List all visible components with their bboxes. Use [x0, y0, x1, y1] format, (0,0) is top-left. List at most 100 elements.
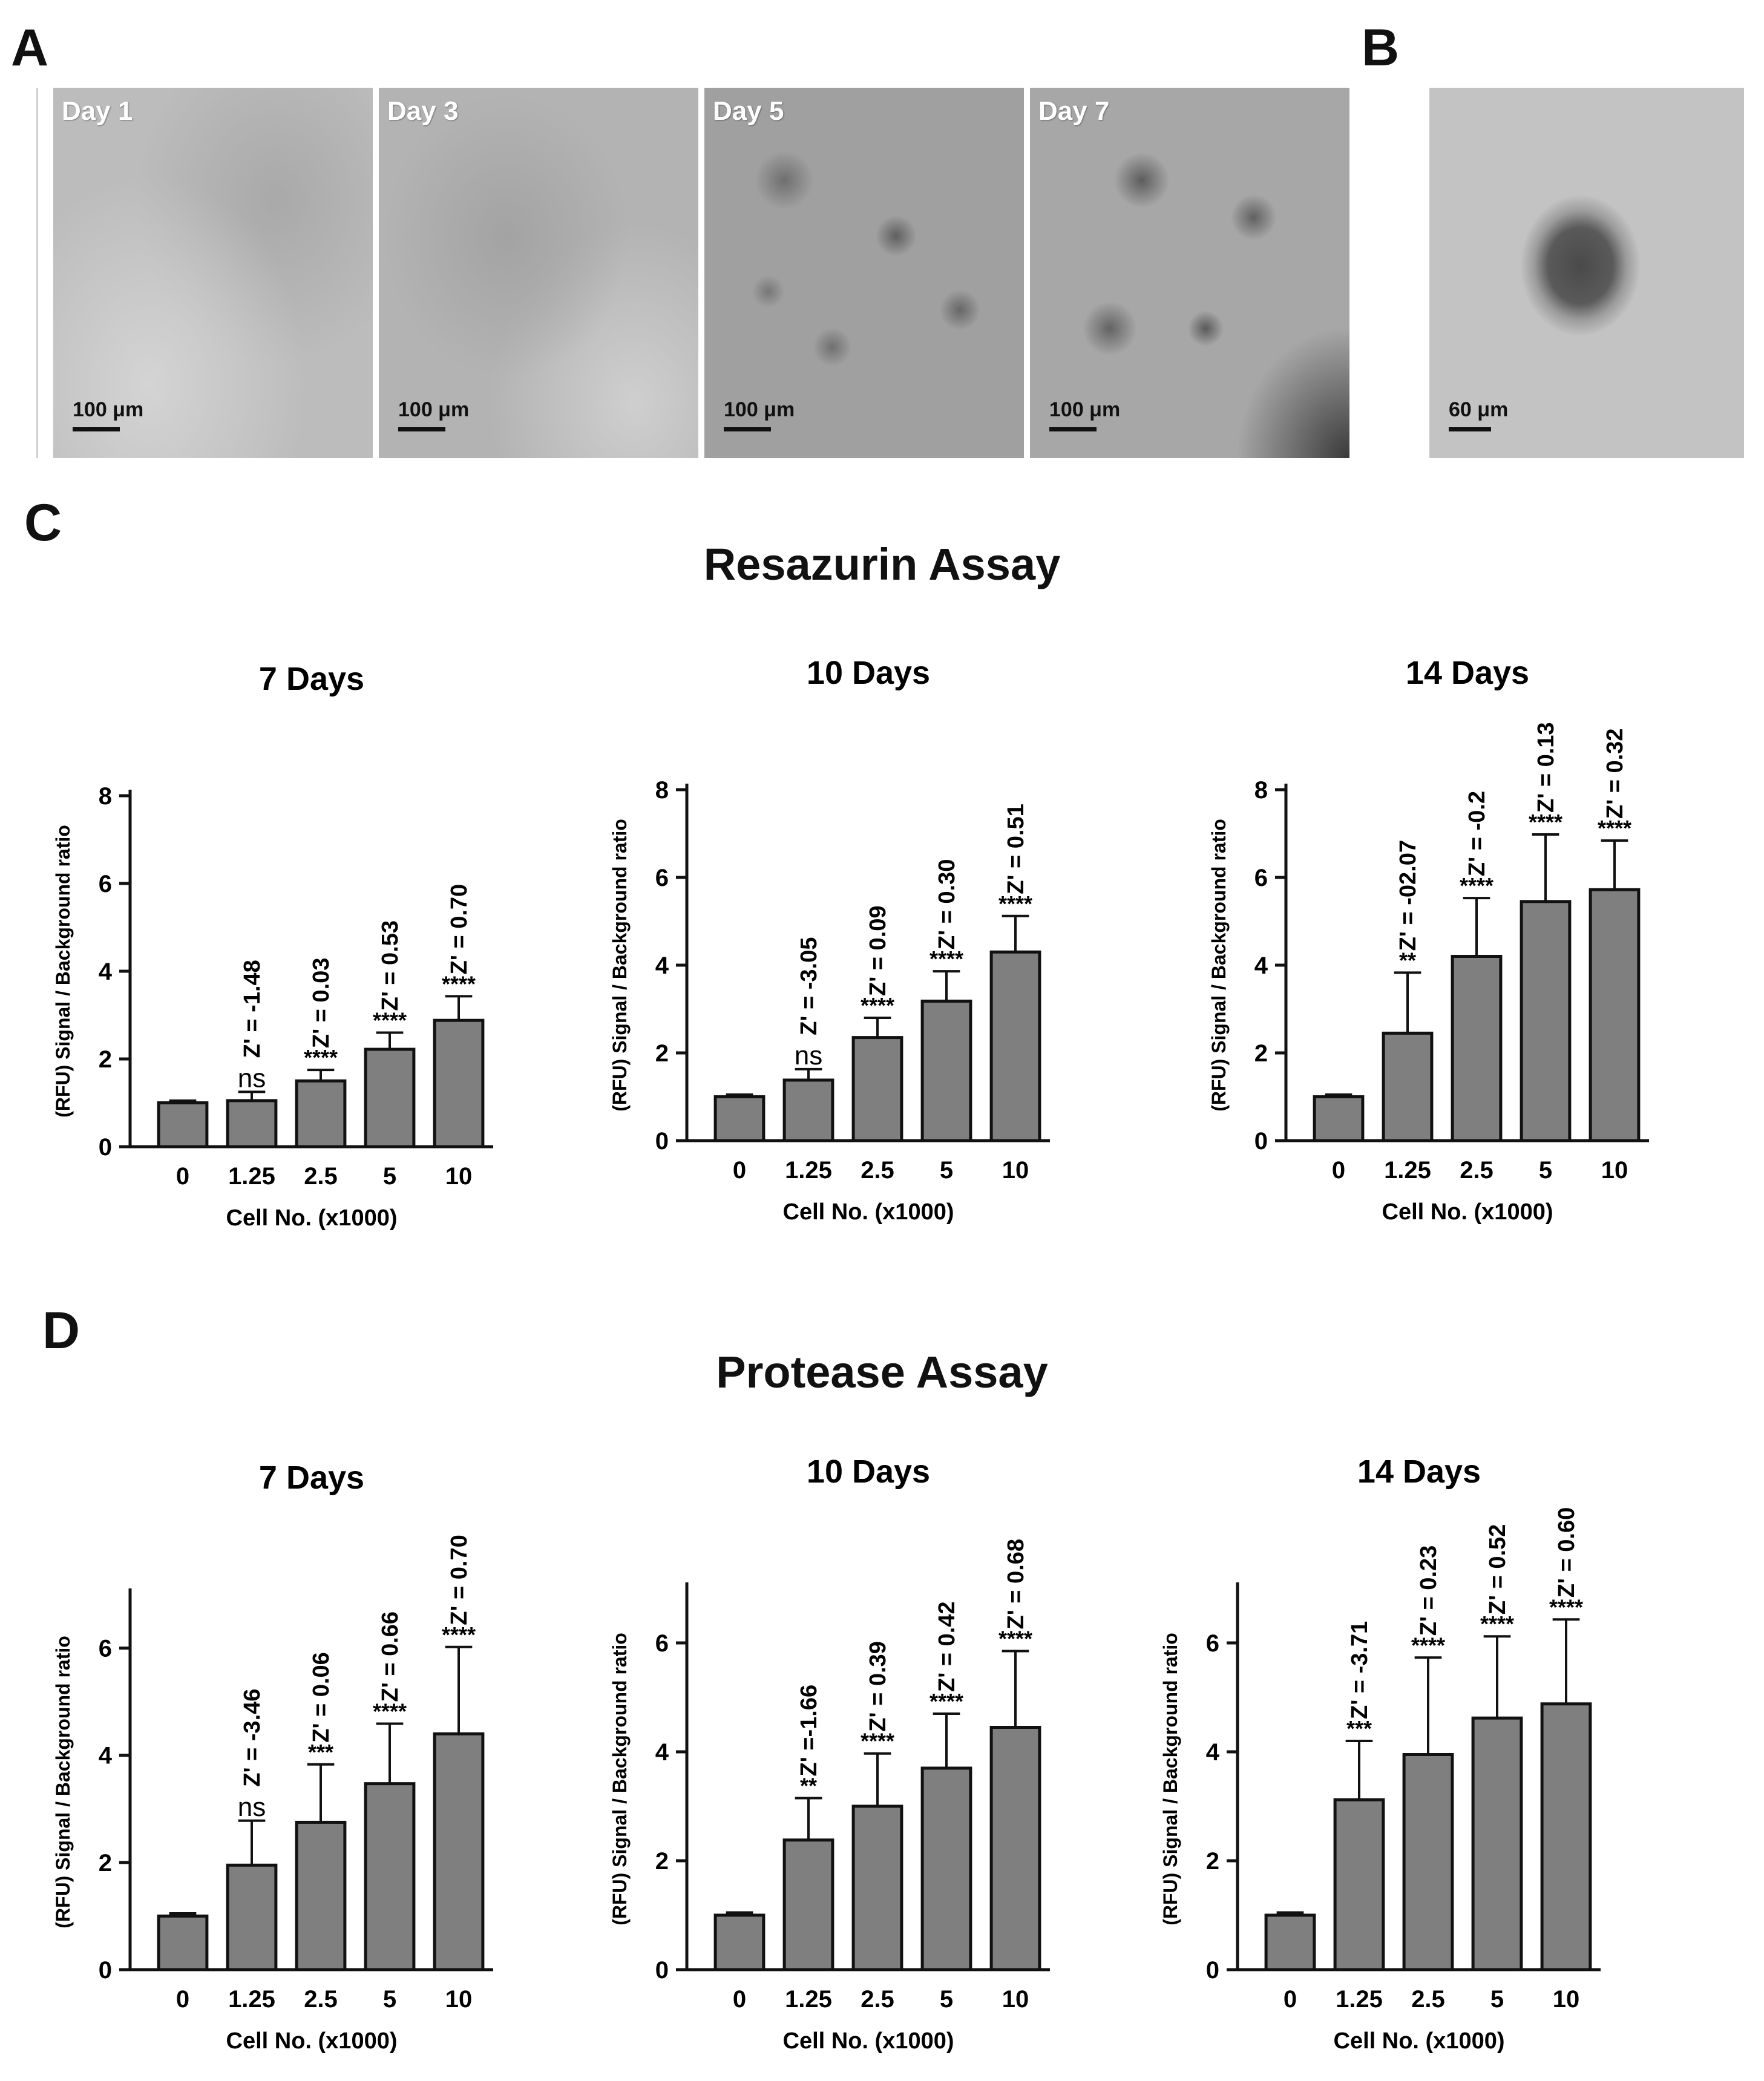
chart-title: 14 Days — [1357, 1453, 1481, 1490]
scale-bar — [1049, 427, 1097, 431]
chart-title: 14 Days — [1406, 655, 1529, 691]
x-axis-label: Cell No. (x1000) — [226, 1205, 398, 1231]
chart-title: 7 Days — [259, 661, 364, 697]
significance-label: ** — [1399, 948, 1416, 972]
significance-label: ns — [795, 1041, 822, 1070]
x-tick-label: 1.25 — [228, 1986, 275, 2013]
y-tick-label: 2 — [1206, 1848, 1219, 1875]
x-axis-label: Cell No. (x1000) — [783, 2028, 954, 2054]
y-tick-label: 2 — [655, 1848, 669, 1875]
x-tick-label: 5 — [383, 1986, 396, 2013]
y-tick-label: 6 — [655, 1630, 669, 1657]
y-tick-label: 0 — [99, 1134, 112, 1161]
y-tick-label: 4 — [655, 1739, 669, 1766]
chart-title: 10 Days — [807, 1453, 930, 1490]
protease-10-days-chart: 10 Days 0 2 4 6 (RFU) Signal / Background rat… — [609, 1453, 1050, 2054]
z-prime-label: Z' = 0.66 — [378, 1611, 403, 1702]
panel-a-divider — [36, 88, 38, 458]
z-prime-label: Z' = 0.70 — [447, 1535, 472, 1625]
bar — [713, 1095, 766, 1142]
y-tick-label: 6 — [99, 871, 112, 897]
y-tick-label: 6 — [655, 865, 669, 891]
z-prime-label: Z' = 0.60 — [1554, 1507, 1579, 1598]
x-tick-label: 5 — [1490, 1986, 1504, 2013]
x-tick-label: 1.25 — [228, 1163, 275, 1190]
x-tick-label: 10 — [1601, 1157, 1628, 1184]
bar — [851, 1036, 903, 1142]
y-tick-label: 8 — [655, 777, 669, 804]
x-tick-label: 0 — [1332, 1157, 1345, 1184]
x-axis-label: Cell No. (x1000) — [1382, 1199, 1553, 1225]
bar — [989, 1726, 1041, 1971]
significance-label: **** — [998, 1627, 1032, 1651]
z-prime-label: Z' = 0.39 — [865, 1641, 891, 1732]
y-tick-label: 0 — [99, 1957, 112, 1984]
x-tick-label: 5 — [383, 1163, 396, 1190]
x-axis-label: Cell No. (x1000) — [226, 2028, 398, 2054]
significance-label: ns — [238, 1792, 266, 1822]
z-prime-label: Z' = 0.09 — [865, 905, 891, 996]
significance-label: **** — [442, 971, 476, 996]
z-prime-label: Z' = -3.05 — [796, 937, 822, 1035]
panel-letter-c: C — [24, 494, 62, 552]
x-tick-label: 1.25 — [785, 1986, 832, 2013]
resazurin-10-days-chart: 10 Days 0 2 4 6 8 (RFU) Signal / Background ra… — [609, 655, 1050, 1225]
significance-label: **** — [442, 1622, 476, 1647]
x-tick-label: 10 — [445, 1986, 473, 2013]
protease-14-days-chart: 14 Days 0 2 4 6 (RFU) Signal / Background rat… — [1159, 1453, 1601, 2054]
x-tick-label: 5 — [940, 1157, 953, 1184]
scale-bar — [1449, 427, 1491, 431]
bar — [782, 1838, 834, 1971]
z-prime-label: Z' = 0.13 — [1533, 722, 1559, 813]
y-tick-label: 2 — [1254, 1040, 1268, 1067]
x-tick-label: 2.5 — [1460, 1157, 1493, 1184]
z-prime-label: Z' = -02.07 — [1395, 840, 1421, 951]
bar — [433, 1732, 485, 1971]
significance-label: **** — [304, 1045, 338, 1070]
y-tick-label: 8 — [99, 783, 112, 810]
y-tick-label: 6 — [1206, 1630, 1219, 1657]
bar — [1451, 955, 1503, 1142]
bar — [157, 1101, 209, 1149]
y-tick-label: 4 — [655, 952, 669, 979]
chart-title: 10 Days — [807, 655, 930, 691]
x-tick-label: 2.5 — [861, 1986, 894, 2013]
z-prime-label: Z' = 0.03 — [309, 958, 334, 1049]
bar — [433, 1018, 485, 1149]
chart-title: 7 Days — [259, 1460, 364, 1496]
significance-label: **** — [1529, 810, 1562, 834]
bar — [1333, 1798, 1385, 1971]
x-tick-label: 1.25 — [785, 1157, 832, 1184]
bar — [295, 1079, 347, 1149]
bar — [1313, 1095, 1365, 1142]
micrograph-day-label: Day 1 — [62, 96, 133, 126]
significance-label: **** — [861, 1729, 894, 1754]
scale-bar — [398, 427, 445, 431]
bar — [1471, 1716, 1523, 1971]
x-tick-label: 2.5 — [1411, 1986, 1445, 2013]
significance-label: **** — [930, 946, 963, 971]
bar — [1264, 1913, 1316, 1971]
x-tick-label: 10 — [1553, 1986, 1580, 2013]
significance-label: **** — [373, 1008, 407, 1033]
x-tick-label: 10 — [445, 1163, 473, 1190]
z-prime-label: Z' = 0.32 — [1602, 729, 1628, 819]
x-tick-label: 1.25 — [1384, 1157, 1431, 1184]
x-tick-label: 0 — [176, 1986, 189, 2013]
bar — [364, 1047, 416, 1149]
z-prime-label: Z' =-1.66 — [796, 1685, 822, 1777]
x-tick-label: 1.25 — [1336, 1986, 1383, 2013]
x-tick-label: 10 — [1002, 1157, 1029, 1184]
panel-letter-a: A — [11, 19, 49, 77]
bar — [157, 1914, 209, 1971]
x-tick-label: 10 — [1002, 1986, 1029, 2013]
x-tick-label: 0 — [176, 1163, 189, 1190]
resazurin-assay-title: Resazurin Assay — [703, 539, 1061, 589]
scale-bar — [73, 427, 120, 431]
scale-bar-label: 60 μm — [1449, 398, 1509, 421]
micrograph-day-3: Day 3 100 μm — [379, 88, 698, 458]
x-tick-label: 5 — [940, 1986, 953, 2013]
significance-label: **** — [930, 1689, 963, 1714]
z-prime-label: Z' = 0.70 — [447, 884, 472, 975]
x-tick-label: 2.5 — [304, 1163, 338, 1190]
